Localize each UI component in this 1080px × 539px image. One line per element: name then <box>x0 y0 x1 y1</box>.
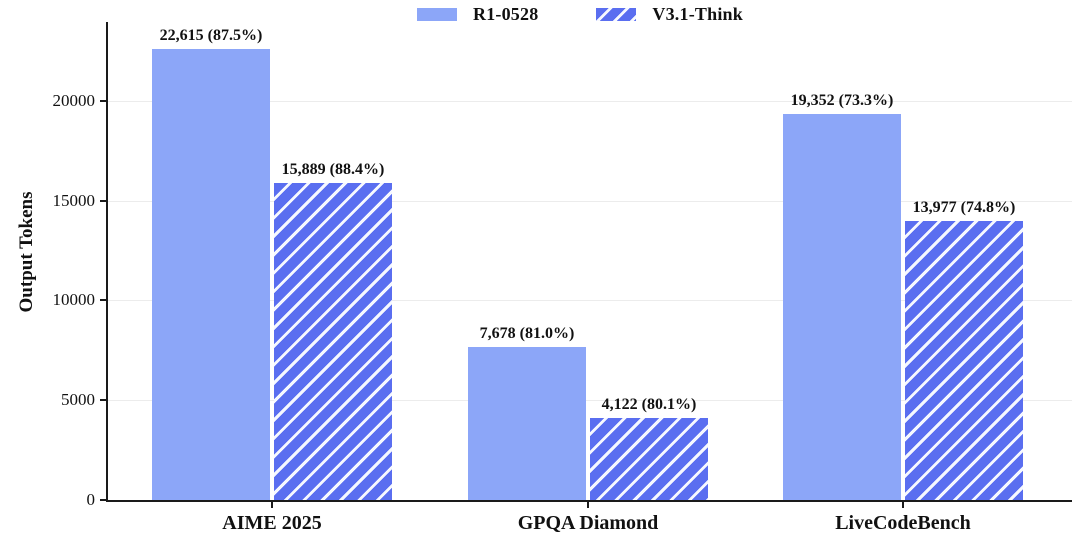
y-tick-label-15000: 15000 <box>52 191 96 210</box>
y-tick-label-20000: 20000 <box>52 91 96 110</box>
x-tick-mark-gpqa-diamond <box>587 500 589 508</box>
bar-value-label-r1-0528-livecodebench: 19,352 (73.3%) <box>790 92 894 109</box>
x-category-label-livecodebench: LiveCodeBench <box>835 512 971 534</box>
legend-swatch-solid-icon <box>417 8 457 21</box>
gridline-20000 <box>107 101 1072 102</box>
bar-value-label-v3-1-think-gpqa-diamond: 4,122 (80.1%) <box>601 396 697 413</box>
y-tick-mark-20000 <box>100 100 107 102</box>
y-tick-label-0: 0 <box>86 490 96 509</box>
bar-r1-0528-gpqa-diamond <box>468 347 586 500</box>
bar-v3-1-think-aime-2025 <box>274 183 392 500</box>
y-tick-mark-15000 <box>100 200 107 202</box>
bar-r1-0528-livecodebench <box>783 114 901 500</box>
x-tick-mark-aime-2025 <box>271 500 273 508</box>
x-axis-line <box>106 500 1072 502</box>
bar-v3-1-think-livecodebench <box>905 221 1023 500</box>
y-axis-line <box>106 22 108 502</box>
bar-value-label-r1-0528-gpqa-diamond: 7,678 (81.0%) <box>479 325 575 342</box>
bar-value-label-v3-1-think-aime-2025: 15,889 (88.4%) <box>281 161 385 178</box>
y-tick-mark-0 <box>100 499 107 501</box>
bar-r1-0528-aime-2025 <box>152 49 270 500</box>
x-category-label-gpqa-diamond: GPQA Diamond <box>517 512 659 534</box>
bar-value-label-v3-1-think-livecodebench: 13,977 (74.8%) <box>912 199 1016 216</box>
legend: R1-0528 V3.1-Think <box>417 4 743 25</box>
x-tick-mark-livecodebench <box>902 500 904 508</box>
x-category-label-aime-2025: AIME 2025 <box>222 512 322 534</box>
y-tick-label-10000: 10000 <box>52 290 96 309</box>
bar-value-label-r1-0528-aime-2025: 22,615 (87.5%) <box>159 27 263 44</box>
legend-item-r1-0528: R1-0528 <box>417 4 538 25</box>
y-tick-label-5000: 5000 <box>61 390 95 409</box>
gridline-5000 <box>107 400 1072 401</box>
legend-item-v31-think: V3.1-Think <box>596 4 743 25</box>
bar-v3-1-think-gpqa-diamond <box>590 418 708 500</box>
legend-label-v31-think: V3.1-Think <box>652 4 743 24</box>
y-tick-mark-10000 <box>100 299 107 301</box>
legend-swatch-hatched-icon <box>596 8 637 21</box>
gridline-10000 <box>107 300 1072 301</box>
y-tick-mark-5000 <box>100 399 107 401</box>
legend-label-r1-0528: R1-0528 <box>473 4 539 24</box>
gridline-15000 <box>107 201 1072 202</box>
